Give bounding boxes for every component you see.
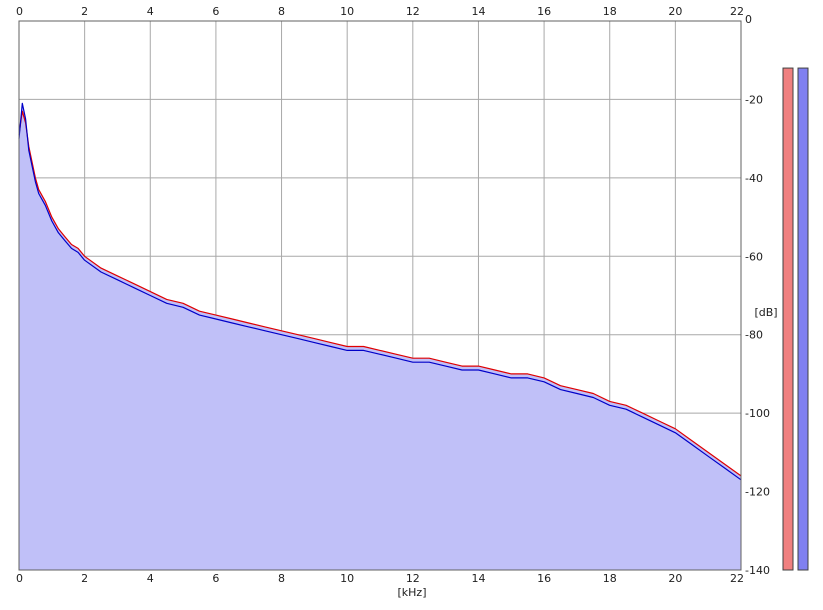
y-tick-label: -60 bbox=[745, 250, 763, 263]
y-tick-label: -40 bbox=[745, 172, 763, 185]
y-tick-label: 0 bbox=[745, 13, 752, 26]
x-tick-label-bottom: 12 bbox=[406, 572, 420, 585]
x-tick-label-top: 8 bbox=[278, 5, 285, 18]
x-tick-label-bottom: 10 bbox=[340, 572, 354, 585]
y-tick-label: -120 bbox=[745, 486, 770, 499]
x-tick-label-bottom: 20 bbox=[668, 572, 682, 585]
x-tick-label-top: 2 bbox=[81, 5, 88, 18]
y-tick-label: -100 bbox=[745, 407, 770, 420]
top-x-axis: 0 2 4 6 8 10 12 14 16 18 20 22 bbox=[16, 5, 744, 18]
plot-frame bbox=[18, 20, 742, 571]
x-tick-label-top: 0 bbox=[16, 5, 23, 18]
spectrum-line-channel-2 bbox=[18, 102, 742, 481]
x-tick-label-top: 14 bbox=[471, 5, 485, 18]
bottom-x-axis: 0 2 4 6 8 10 12 14 16 18 20 22 bbox=[16, 572, 744, 585]
plot-border bbox=[18, 20, 742, 571]
x-tick-label-top: 6 bbox=[212, 5, 219, 18]
spectrum-line-channel-1 bbox=[18, 110, 742, 477]
x-tick-label-top: 22 bbox=[730, 5, 744, 18]
level-meter-2 bbox=[797, 67, 809, 571]
x-tick-label-top: 18 bbox=[603, 5, 617, 18]
x-tick-label-top: 16 bbox=[537, 5, 551, 18]
x-tick-label-bottom: 22 bbox=[730, 572, 744, 585]
x-tick-label-bottom: 0 bbox=[16, 572, 23, 585]
x-tick-label-bottom: 4 bbox=[147, 572, 154, 585]
x-tick-label-bottom: 6 bbox=[212, 572, 219, 585]
x-tick-label-bottom: 2 bbox=[81, 572, 88, 585]
x-tick-label-top: 12 bbox=[406, 5, 420, 18]
y-tick-label: -80 bbox=[745, 329, 763, 342]
x-axis-label: [kHz] bbox=[398, 586, 427, 599]
right-y-axis: 0 -20 -40 -60 -80 -100 -120 -140 bbox=[745, 13, 770, 577]
y-tick-label: -20 bbox=[745, 93, 763, 106]
x-tick-label-top: 20 bbox=[668, 5, 682, 18]
x-tick-label-bottom: 8 bbox=[278, 572, 285, 585]
level-meter-1 bbox=[782, 67, 794, 571]
spectrum-lines bbox=[18, 102, 742, 481]
y-axis-label: [dB] bbox=[754, 306, 777, 319]
x-tick-label-top: 4 bbox=[147, 5, 154, 18]
x-tick-label-bottom: 18 bbox=[603, 572, 617, 585]
y-tick-label: -140 bbox=[745, 564, 770, 577]
x-tick-label-bottom: 16 bbox=[537, 572, 551, 585]
spectrum-area bbox=[19, 103, 741, 571]
spectrum-fill-area bbox=[19, 103, 741, 571]
x-tick-label-top: 10 bbox=[340, 5, 354, 18]
x-tick-label-bottom: 14 bbox=[471, 572, 485, 585]
level-meters bbox=[782, 67, 809, 571]
